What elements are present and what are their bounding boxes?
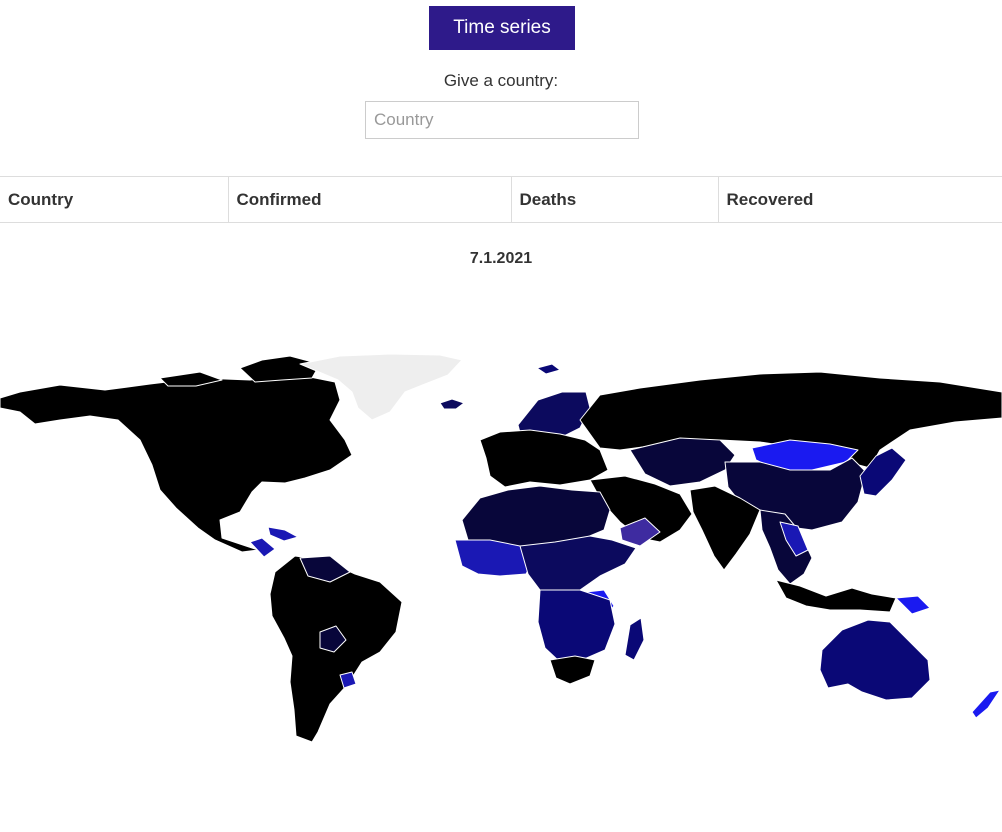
header-recovered[interactable]: Recovered [717,176,1002,223]
svalbard[interactable] [536,363,561,375]
australia[interactable] [819,619,931,701]
stats-table-header-row: Country Confirmed Deaths Recovered [0,176,1002,223]
uruguay[interactable] [339,671,357,689]
southern-africa[interactable] [537,589,616,663]
central-asia[interactable] [629,437,736,487]
north-america[interactable] [0,374,353,553]
west-africa[interactable] [454,539,537,577]
indonesia[interactable] [775,579,897,613]
yemen-oman[interactable] [619,517,661,547]
map-date-label: 7.1.2021 [469,250,533,267]
india[interactable] [689,485,761,571]
country-input[interactable] [365,101,639,139]
header-deaths[interactable]: Deaths [510,176,718,223]
new-zealand[interactable] [971,689,1001,719]
caribbean[interactable] [249,526,299,558]
world-choropleth-map[interactable] [0,340,1002,760]
stats-table: Country Confirmed Deaths Recovered [0,176,1002,223]
header-country[interactable]: Country [0,176,228,223]
greenland[interactable] [299,353,463,421]
papua-new-guinea[interactable] [895,595,931,615]
europe[interactable] [479,429,609,488]
japan[interactable] [859,447,907,497]
header-confirmed[interactable]: Confirmed [227,176,511,223]
venezuela-guianas[interactable] [299,555,351,583]
laos-vietnam-cambodia[interactable] [779,521,809,557]
country-prompt-label: Give a country: [443,71,559,90]
time-series-button[interactable]: Time series [429,6,575,50]
iceland[interactable] [439,398,465,410]
madagascar[interactable] [624,617,645,661]
middle-east[interactable] [589,475,693,543]
south-africa[interactable] [549,655,596,685]
southeast-asia[interactable] [759,509,813,585]
central-africa[interactable] [519,535,637,595]
paraguay[interactable] [319,625,347,653]
